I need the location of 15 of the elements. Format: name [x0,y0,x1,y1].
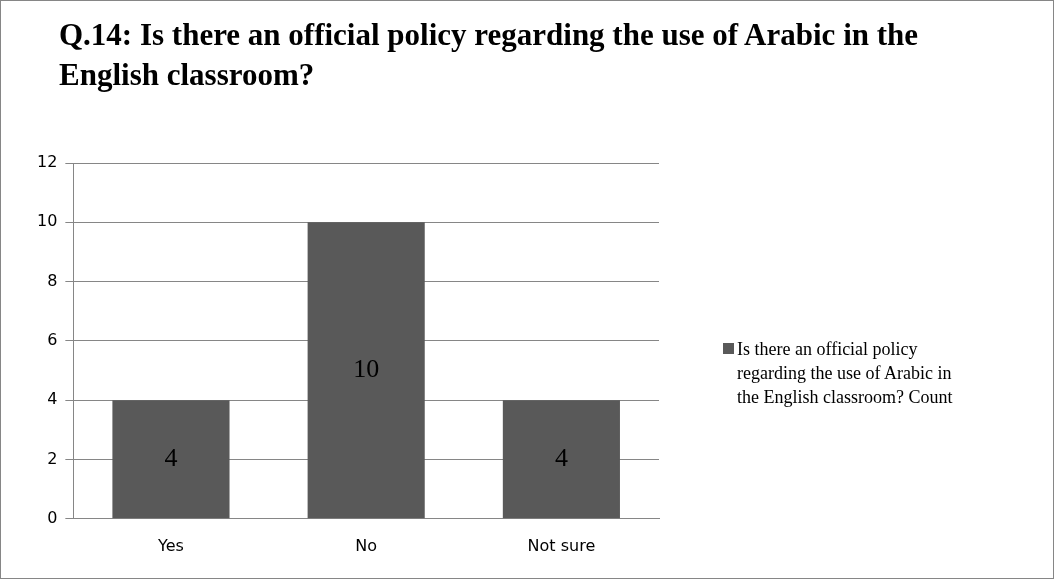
y-tick-label: 12 [37,152,58,172]
y-tick-label: 2 [47,448,58,468]
y-tick-label: 8 [47,270,58,290]
data-label: 10 [353,354,380,384]
y-tick-label: 4 [47,389,58,409]
data-label: 4 [164,443,178,473]
data-label: 4 [554,443,568,473]
chart-title: Q.14: Is there an official policy regarding the use of Arabic in the English classroom? [59,16,920,94]
y-tick-label: 6 [47,330,58,350]
x-tick-label: Not sure [527,535,596,555]
y-tick-label: 0 [47,507,58,527]
x-tick-label: No [355,535,378,555]
legend-label: Is there an official policy regarding the use of Arabic in the English classroom? Count [737,339,953,407]
y-tick-label: 10 [37,211,58,231]
x-tick-label: Yes [157,535,184,555]
